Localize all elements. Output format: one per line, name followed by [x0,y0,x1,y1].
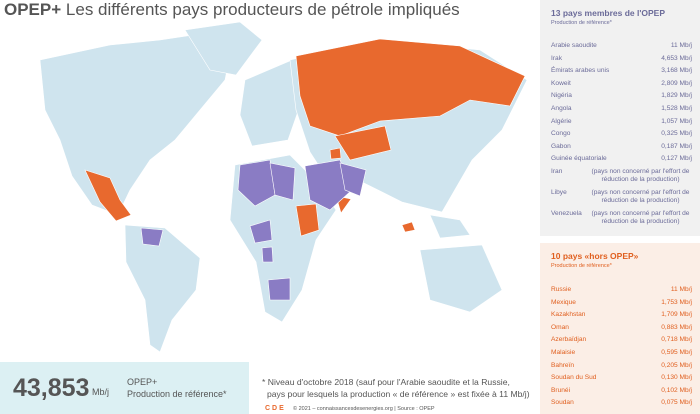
panel-subtitle: Production de référence* [551,20,612,26]
total-box: 43,853 Mb/j OPEP+ Production de référenc… [0,362,249,414]
country-name: Gabon [551,142,571,150]
country-value: 2,809 Mb/j [661,79,692,87]
title-text: Les différents pays producteurs de pétro… [65,0,460,19]
country-note: (pays non concerné par l'effort de réduc… [591,189,690,204]
country-name: Oman [551,323,569,331]
country-note: (pays non concerné par l'effort de réduc… [591,210,690,225]
footnote: * Niveau d'octobre 2018 (sauf pour l'Ara… [262,377,510,387]
country-name: Soudan [551,399,574,407]
total-label: OPEP+ [127,377,158,387]
panel-subtitle: Production de référence* [551,263,612,269]
country-value: 0,130 Mb/j [661,374,692,382]
country-value: 1,528 Mb/j [661,105,692,112]
country-name: Russie [551,286,572,293]
opec-countries [140,159,367,301]
country-name: Angola [551,105,572,112]
country-value: 0,718 Mb/j [661,336,692,344]
total-sublabel: Production de référence* [127,389,227,399]
country-name: Soudan du Sud [551,374,597,382]
panel-title: 13 pays membres de l'OPEP [551,8,665,18]
country-name: Nigéria [551,92,572,100]
country-value: 3,168 Mb/j [661,67,692,75]
country-value: 1,057 Mb/j [661,117,692,125]
country-name: Irak [551,54,562,62]
world-map [39,22,528,353]
country-value: 0,595 Mb/j [661,349,692,356]
country-note: (pays non concerné par l'effort de réduc… [591,168,690,183]
country-name: Kazakhstan [551,311,586,319]
non-opec-panel: 10 pays «hors OPEP» Production de référe… [540,243,700,414]
title-bold: OPEP+ [4,0,62,19]
country-value: 4,653 Mb/j [661,54,692,62]
country-name: Algérie [551,117,572,125]
country-value: 1,753 Mb/j [661,298,692,306]
country-value: 11 Mb/j [670,286,692,293]
country-value: 0,102 Mb/j [661,386,692,394]
country-name: Émirats arabes unis [551,67,610,75]
country-value: 11 Mb/j [670,42,692,49]
country-name: Mexique [551,298,576,306]
total-value: 43,853 [13,374,90,402]
title: OPEP+ Les différents pays producteurs de… [4,0,460,20]
footnote: pays pour lesquels la production « de ré… [267,389,530,399]
country-name: Koweit [551,79,571,87]
country-name: Arabie saoudite [551,42,597,49]
country-value: 0,883 Mb/j [661,323,692,331]
country-value: 0,075 Mb/j [661,399,692,407]
country-name: Venezuela [551,210,582,217]
country-name: Brunéi [551,386,571,394]
country-value: 0,205 Mb/j [661,361,692,369]
panel-title: 10 pays «hors OPEP» [551,251,639,261]
country-name: Libye [551,189,567,196]
country-value: 0,127 Mb/j [661,155,692,163]
credit: © 2021 – connaissancesdesenergies.org | … [293,406,435,412]
country-name: Guinée équatoriale [551,155,607,163]
country-name: Bahreïn [551,361,575,369]
country-value: 0,187 Mb/j [661,142,692,150]
logo: CDE [265,405,286,412]
country-value: 0,325 Mb/j [661,130,692,138]
country-value: 1,709 Mb/j [661,311,692,319]
total-unit: Mb/j [92,387,110,397]
country-value: 1,829 Mb/j [661,92,692,100]
non-opec-countries [84,38,526,237]
country-name: Iran [551,168,563,175]
country-name: Malaisie [551,349,576,356]
opec-panel: 13 pays membres de l'OPEP Production de … [540,0,700,236]
country-name: Azerbaïdjan [551,336,587,344]
country-name: Congo [551,130,571,138]
